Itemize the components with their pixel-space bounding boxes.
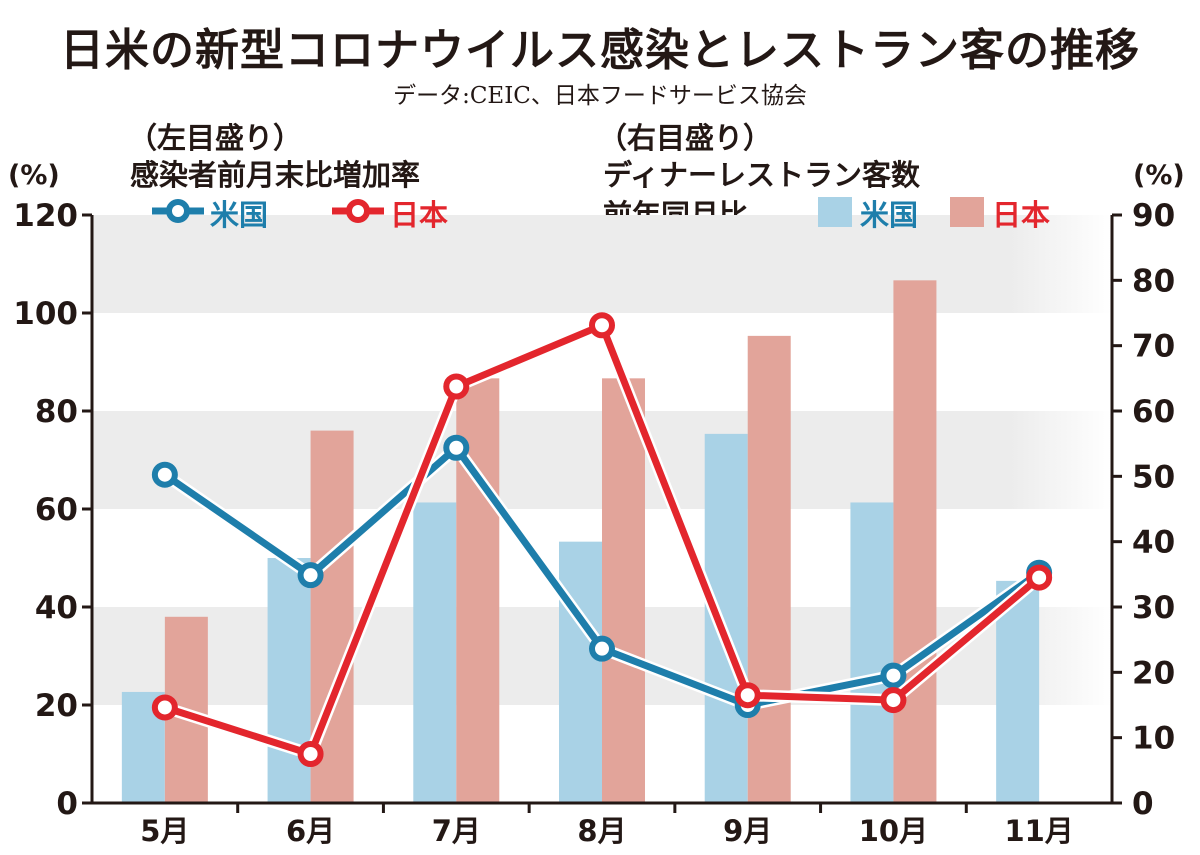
grid-band-2 bbox=[92, 215, 1112, 313]
right-tick-label-8: 80 bbox=[1132, 263, 1175, 299]
right-tick-label-2: 20 bbox=[1132, 655, 1175, 691]
right-axis-note: （右目盛り） bbox=[598, 121, 773, 155]
left-tick-label-0: 0 bbox=[56, 786, 78, 822]
right-tick-label-9: 90 bbox=[1132, 198, 1175, 234]
x-tick-label-2: 7月 bbox=[432, 814, 481, 848]
point-jp-6 bbox=[1026, 564, 1053, 591]
legend-bar-jp-swatch bbox=[950, 197, 984, 227]
point-jp-1 bbox=[297, 741, 324, 767]
right-tick-label-3: 30 bbox=[1132, 590, 1175, 626]
right-tick-label-5: 50 bbox=[1132, 459, 1175, 495]
right-axis-unit: (%) bbox=[1133, 160, 1185, 191]
x-tick-label-1: 6月 bbox=[286, 814, 335, 848]
x-tick-label-3: 8月 bbox=[577, 814, 626, 848]
point-us-1 bbox=[297, 562, 324, 589]
legend-bar-us-swatch bbox=[818, 197, 852, 227]
right-tick-label-4: 40 bbox=[1132, 525, 1175, 561]
bar-us-1 bbox=[267, 558, 311, 803]
x-tick-label-4: 9月 bbox=[723, 814, 772, 848]
bar-jp-3 bbox=[602, 378, 645, 803]
legend-line-us: 米国 bbox=[210, 198, 269, 232]
bar-us-5 bbox=[850, 502, 894, 803]
legend-line-us-icon bbox=[150, 196, 206, 226]
right-tick-label-7: 70 bbox=[1132, 329, 1175, 365]
right-tick-label-1: 10 bbox=[1132, 721, 1175, 757]
left-tick-label-6: 120 bbox=[13, 198, 78, 234]
left-tick-label-1: 20 bbox=[35, 688, 78, 724]
right-axis-label-line1: ディナーレストラン客数 bbox=[603, 158, 920, 192]
x-tick-label-0: 5月 bbox=[140, 814, 189, 848]
legend-line-jp-icon bbox=[330, 196, 386, 226]
bar-us-2 bbox=[413, 502, 457, 803]
chart-source: データ:CEIC、日本フードサービス協会 bbox=[393, 83, 807, 109]
point-jp-0 bbox=[151, 694, 178, 721]
right-tick-label-6: 60 bbox=[1132, 394, 1175, 430]
left-axis-label: 感染者前月末比増加率 bbox=[130, 158, 421, 192]
legend-line-jp: 日本 bbox=[390, 198, 449, 232]
legend-bar-jp: 日本 bbox=[992, 198, 1051, 232]
point-jp-3 bbox=[589, 312, 615, 339]
point-jp-5 bbox=[880, 687, 907, 714]
bar-us-6 bbox=[996, 580, 1040, 803]
left-tick-label-2: 40 bbox=[35, 590, 78, 626]
left-axis-note: （左目盛り） bbox=[128, 121, 303, 155]
point-us-2 bbox=[443, 434, 470, 461]
left-tick-label-4: 80 bbox=[35, 394, 78, 430]
bar-jp-5 bbox=[893, 280, 937, 803]
bar-us-3 bbox=[559, 541, 602, 803]
point-jp-4 bbox=[734, 682, 761, 709]
point-us-3 bbox=[589, 635, 615, 662]
left-tick-label-3: 60 bbox=[35, 492, 78, 528]
point-us-0 bbox=[151, 461, 178, 488]
point-us-5 bbox=[880, 662, 907, 689]
point-jp-2 bbox=[443, 373, 470, 400]
left-axis-unit: (%) bbox=[8, 160, 60, 191]
bar-jp-4 bbox=[747, 335, 791, 803]
left-tick-label-5: 100 bbox=[13, 296, 78, 332]
legend-bar-us: 米国 bbox=[860, 198, 919, 232]
chart-title: 日米の新型コロナウイルス感染とレストラン客の推移 bbox=[60, 25, 1140, 76]
right-tick-label-0: 0 bbox=[1132, 786, 1154, 822]
x-tick-label-6: 11月 bbox=[1004, 814, 1073, 848]
x-tick-label-5: 10月 bbox=[859, 814, 928, 848]
